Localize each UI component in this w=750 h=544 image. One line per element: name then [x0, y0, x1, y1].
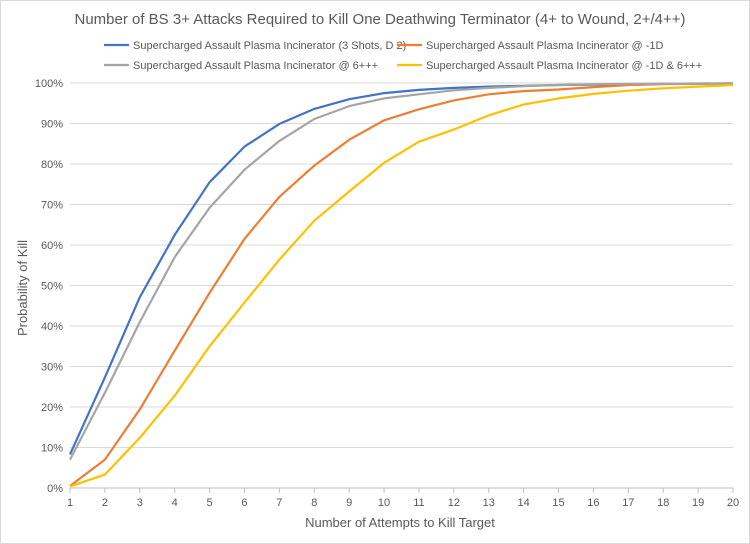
y-tick-label: 100%: [35, 78, 63, 90]
x-tick-label: 11: [413, 497, 424, 509]
x-tick-label: 15: [552, 497, 564, 509]
x-tick-label: 8: [311, 497, 317, 509]
gridlines: [70, 82, 733, 489]
y-tick-label: 40%: [41, 321, 63, 333]
series-lines: [68, 82, 734, 488]
y-tick-label: 90%: [41, 119, 63, 131]
x-tick-label: 19: [692, 497, 704, 509]
x-tick-label: 3: [137, 497, 143, 509]
x-tick-label: 12: [448, 497, 460, 509]
legend-label: Supercharged Assault Plasma Incinerator …: [426, 40, 663, 52]
y-axis-ticks: 0% 10% 20% 30% 40% 50% 60% 70% 80% 90% 100%: [35, 78, 63, 495]
x-tick-label: 6: [241, 497, 247, 509]
x-tick-label: 7: [276, 497, 282, 509]
x-tick-label: 1: [67, 497, 73, 509]
y-tick-label: 50%: [41, 281, 63, 293]
legend: Supercharged Assault Plasma Incinerator …: [104, 40, 702, 72]
x-axis-title: Number of Attempts to Kill Target: [305, 515, 495, 530]
y-axis-title: Probability of Kill: [15, 240, 30, 336]
y-tick-label: 80%: [41, 159, 63, 171]
y-tick-label: 60%: [41, 240, 63, 252]
series-line-4: [69, 83, 734, 488]
legend-label: Supercharged Assault Plasma Incinerator …: [133, 60, 378, 72]
x-tick-label: 5: [207, 497, 213, 509]
x-tick-label: 17: [622, 497, 634, 509]
chart-title: Number of BS 3+ Attacks Required to Kill…: [74, 11, 685, 28]
x-tick-label: 18: [657, 497, 669, 509]
y-tick-label: 30%: [41, 362, 63, 374]
legend-label: Supercharged Assault Plasma Incinerator …: [133, 40, 406, 52]
x-tick-label: 16: [587, 497, 599, 509]
x-tick-label: 2: [102, 497, 108, 509]
y-tick-label: 0%: [47, 483, 63, 495]
x-tick-label: 20: [727, 497, 739, 509]
legend-label: Supercharged Assault Plasma Incinerator …: [426, 60, 702, 72]
y-tick-label: 70%: [41, 200, 63, 212]
x-tick-label: 13: [483, 497, 495, 509]
series-line-2: [69, 82, 734, 487]
x-tick-label: 4: [172, 497, 178, 509]
y-tick-label: 10%: [41, 443, 63, 455]
x-tick-label: 9: [346, 497, 352, 509]
x-axis-ticks: 1 2 3 4 5 6 7 8 9 10 11 12 13 14 15 16 17 18 19 20: [67, 488, 739, 509]
x-tick-label: 10: [378, 497, 390, 509]
x-tick-label: 14: [518, 497, 530, 509]
y-tick-label: 20%: [41, 402, 63, 414]
series-line-3: [69, 82, 733, 461]
